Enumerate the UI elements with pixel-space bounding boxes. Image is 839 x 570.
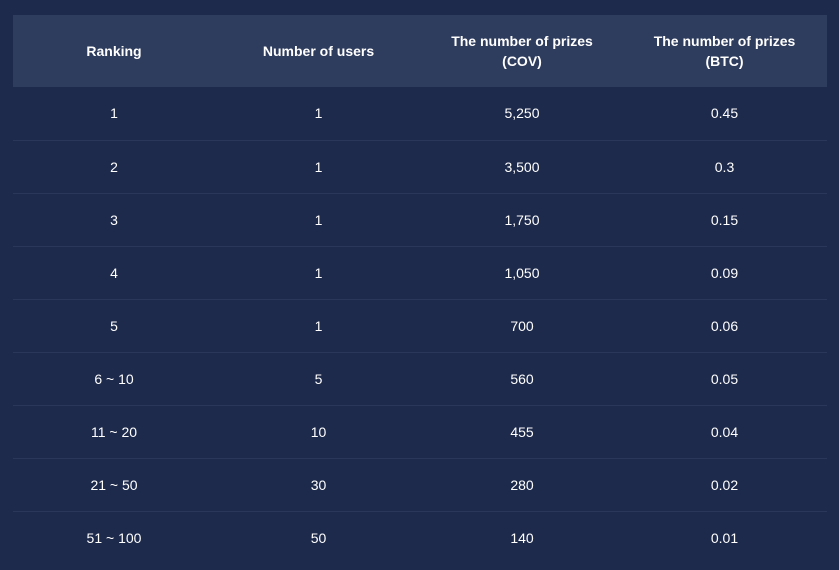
table-row: 11 ~ 20 10 455 0.04 <box>13 405 827 458</box>
cell-ranking: 11 ~ 20 <box>90 423 138 440</box>
cell-ranking: 3 <box>110 211 118 228</box>
cell-users: 1 <box>314 264 323 281</box>
header-row: Ranking Number of users The number of pr… <box>13 15 827 87</box>
cell-prizes-cov: 455 <box>510 423 534 440</box>
cell-prizes-btc: 0.3 <box>714 158 735 175</box>
cell-prizes-cov: 3,500 <box>504 158 540 175</box>
table-row: 3 1 1,750 0.15 <box>13 193 827 246</box>
cell-prizes-btc: 0.45 <box>710 105 739 122</box>
cell-ranking: 21 ~ 50 <box>90 476 138 493</box>
cell-users: 1 <box>314 158 323 175</box>
prize-table-container: Ranking Number of users The number of pr… <box>13 15 827 564</box>
cell-prizes-btc: 0.05 <box>710 370 739 387</box>
cell-prizes-cov: 5,250 <box>504 105 540 122</box>
header-ranking: Ranking <box>13 15 215 87</box>
cell-prizes-cov: 1,050 <box>504 264 540 281</box>
table-row: 6 ~ 10 5 560 0.05 <box>13 352 827 405</box>
cell-users: 30 <box>310 476 327 493</box>
cell-prizes-cov: 140 <box>510 529 534 546</box>
header-prizes-btc-label: The number of prizes <box>653 33 796 49</box>
cell-users: 50 <box>310 529 327 546</box>
cell-prizes-btc: 0.09 <box>710 264 739 281</box>
cell-users: 1 <box>314 211 323 228</box>
cell-ranking: 2 <box>110 158 118 175</box>
table-body: 1 1 5,250 0.45 2 1 3,500 0.3 3 1 1,750 0… <box>13 87 827 564</box>
cell-users: 5 <box>314 370 323 387</box>
table-row: 1 1 5,250 0.45 <box>13 87 827 140</box>
table-row: 2 1 3,500 0.3 <box>13 140 827 193</box>
cell-users: 1 <box>314 105 323 122</box>
cell-users: 10 <box>310 423 327 440</box>
prize-table: Ranking Number of users The number of pr… <box>13 15 827 564</box>
cell-ranking: 6 ~ 10 <box>94 370 134 387</box>
cell-ranking: 5 <box>110 317 118 334</box>
cell-prizes-btc: 0.06 <box>710 317 739 334</box>
header-prizes-cov-unit: (COV) <box>502 53 542 69</box>
table-header: Ranking Number of users The number of pr… <box>13 15 827 87</box>
cell-prizes-btc: 0.01 <box>710 529 739 546</box>
table-row: 5 1 700 0.06 <box>13 299 827 352</box>
cell-prizes-cov: 280 <box>510 476 534 493</box>
cell-prizes-btc: 0.04 <box>710 423 739 440</box>
header-number-of-users: Number of users <box>215 15 422 87</box>
cell-prizes-cov: 700 <box>510 317 534 334</box>
cell-ranking: 1 <box>110 105 118 122</box>
table-row: 4 1 1,050 0.09 <box>13 246 827 299</box>
header-ranking-label: Ranking <box>86 43 142 59</box>
cell-prizes-btc: 0.02 <box>710 476 739 493</box>
table-row: 21 ~ 50 30 280 0.02 <box>13 458 827 511</box>
table-row: 51 ~ 100 50 140 0.01 <box>13 511 827 564</box>
cell-ranking: 51 ~ 100 <box>86 529 142 546</box>
cell-prizes-btc: 0.15 <box>710 211 739 228</box>
header-prizes-btc: The number of prizes (BTC) <box>622 15 827 87</box>
cell-users: 1 <box>314 317 323 334</box>
header-prizes-cov-label: The number of prizes <box>451 33 593 49</box>
cell-prizes-cov: 1,750 <box>504 211 540 228</box>
cell-prizes-cov: 560 <box>510 370 534 387</box>
cell-ranking: 4 <box>110 264 118 281</box>
header-prizes-btc-unit: (BTC) <box>705 53 744 69</box>
header-users-label: Number of users <box>262 43 375 59</box>
header-prizes-cov: The number of prizes (COV) <box>422 15 622 87</box>
